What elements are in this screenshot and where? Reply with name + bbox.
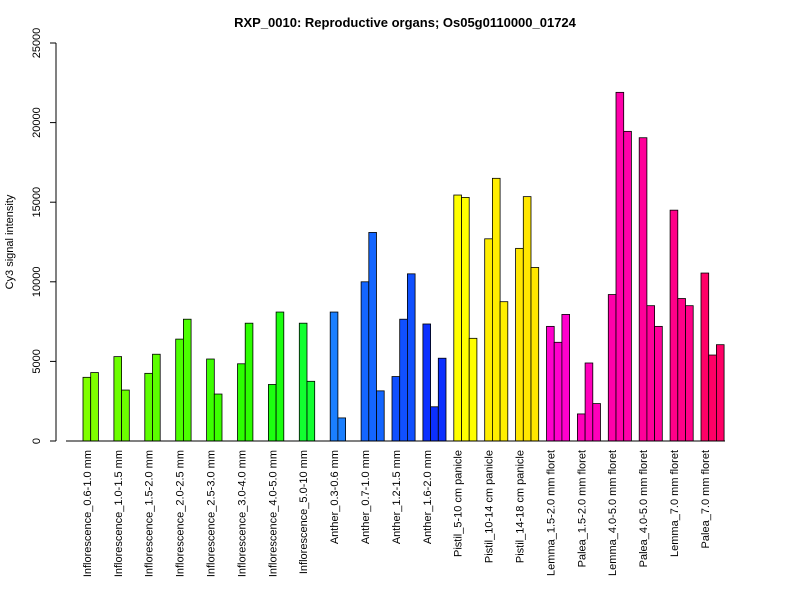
bar (113, 356, 123, 442)
bar (275, 311, 285, 442)
bar (530, 267, 540, 442)
bar (638, 137, 648, 442)
bar (461, 197, 470, 442)
x-tick-label: Inflorescence_3.0-4.0 mm (236, 450, 248, 577)
y-tick-label: 20000 (31, 107, 43, 138)
bar (553, 341, 563, 442)
bar (90, 372, 99, 442)
bar (592, 403, 601, 442)
bar (267, 384, 277, 442)
x-tick-label: Anther_0.3-0.6 mm (329, 450, 341, 544)
chart-title: RXP_0010: Reproductive organs; Os05g0110… (234, 15, 577, 30)
bar (82, 376, 92, 442)
x-tick-label: Inflorescence_0.6-1.0 mm (82, 450, 94, 577)
x-tick-label: Palea_7.0 mm floret (700, 450, 712, 548)
y-tick-label: 25000 (31, 28, 43, 59)
bar (708, 354, 717, 442)
x-tick-label: Inflorescence_1.5-2.0 mm (144, 450, 156, 577)
y-tick-label: 0 (31, 438, 43, 444)
bar (546, 325, 555, 442)
bar (360, 281, 370, 442)
bar (677, 298, 686, 442)
x-tick-labels: Inflorescence_0.6-1.0 mm Inflorescence_1.… (82, 450, 712, 577)
bar (515, 247, 524, 442)
bar (491, 177, 501, 442)
bar (152, 353, 161, 442)
x-tick-label: Lemma_1.5-2.0 mm floret (545, 450, 557, 576)
bar (484, 238, 493, 442)
bar (561, 314, 571, 442)
bar (406, 273, 416, 442)
x-tick-label: Inflorescence_1.0-1.5 mm (113, 450, 125, 577)
bar (422, 323, 431, 442)
bar (499, 301, 509, 442)
bar (399, 318, 408, 442)
bar (615, 91, 625, 442)
bar (522, 196, 532, 442)
bar (121, 389, 130, 442)
bar (584, 362, 594, 442)
bar (213, 393, 223, 442)
bar (577, 413, 586, 442)
bar (468, 337, 478, 442)
bar (182, 318, 192, 442)
bar (237, 363, 246, 442)
x-tick-label: Pistil_5-10 cm panicle (453, 450, 465, 557)
bar (175, 338, 184, 442)
bar (206, 358, 215, 442)
bar (430, 406, 439, 442)
y-axis: 0 5000 10000 15000 20000 25000 (31, 28, 57, 444)
x-tick-label: Lemma_7.0 mm floret (669, 450, 681, 557)
x-tick-label: Inflorescence_2.0-2.5 mm (175, 450, 187, 577)
bar (368, 232, 377, 442)
x-tick-label: Inflorescence_5.0-10 mm (298, 450, 310, 574)
bar (376, 390, 385, 442)
bar (646, 305, 656, 442)
y-tick-label: 10000 (31, 267, 43, 298)
bar (716, 344, 725, 442)
x-tick-label: Lemma_4.0-5.0 mm floret (607, 450, 619, 576)
bar (700, 272, 710, 442)
bar (453, 194, 462, 442)
bar (669, 209, 679, 442)
bar (607, 294, 617, 442)
y-axis-label: Cy3 signal intensity (4, 194, 16, 289)
x-tick-label: Palea_1.5-2.0 mm floret (576, 450, 588, 567)
y-tick-label: 5000 (31, 349, 43, 373)
bar (685, 305, 694, 442)
x-tick-label: Inflorescence_4.0-5.0 mm (267, 450, 279, 577)
x-tick-label: Inflorescence_2.5-3.0 mm (205, 450, 217, 577)
bar (654, 325, 663, 442)
x-tick-label: Anther_1.2-1.5 mm (391, 450, 403, 544)
bar (298, 322, 308, 442)
x-tick-label: Anther_1.6-2.0 mm (422, 450, 434, 544)
bar (329, 311, 339, 442)
bar (437, 357, 447, 442)
bar (337, 417, 346, 442)
bar (244, 322, 254, 442)
bars (82, 91, 725, 442)
bar (306, 380, 316, 442)
bar (391, 376, 401, 442)
bar (623, 130, 632, 442)
x-tick-label: Palea_4.0-5.0 mm floret (638, 450, 650, 567)
y-tick-label: 15000 (31, 187, 43, 218)
bar (144, 372, 153, 442)
x-tick-label: Anther_0.7-1.0 mm (360, 450, 372, 544)
x-tick-label: Pistil_10-14 cm panicle (484, 450, 496, 563)
x-tick-label: Pistil_14-18 cm panicle (514, 450, 526, 563)
